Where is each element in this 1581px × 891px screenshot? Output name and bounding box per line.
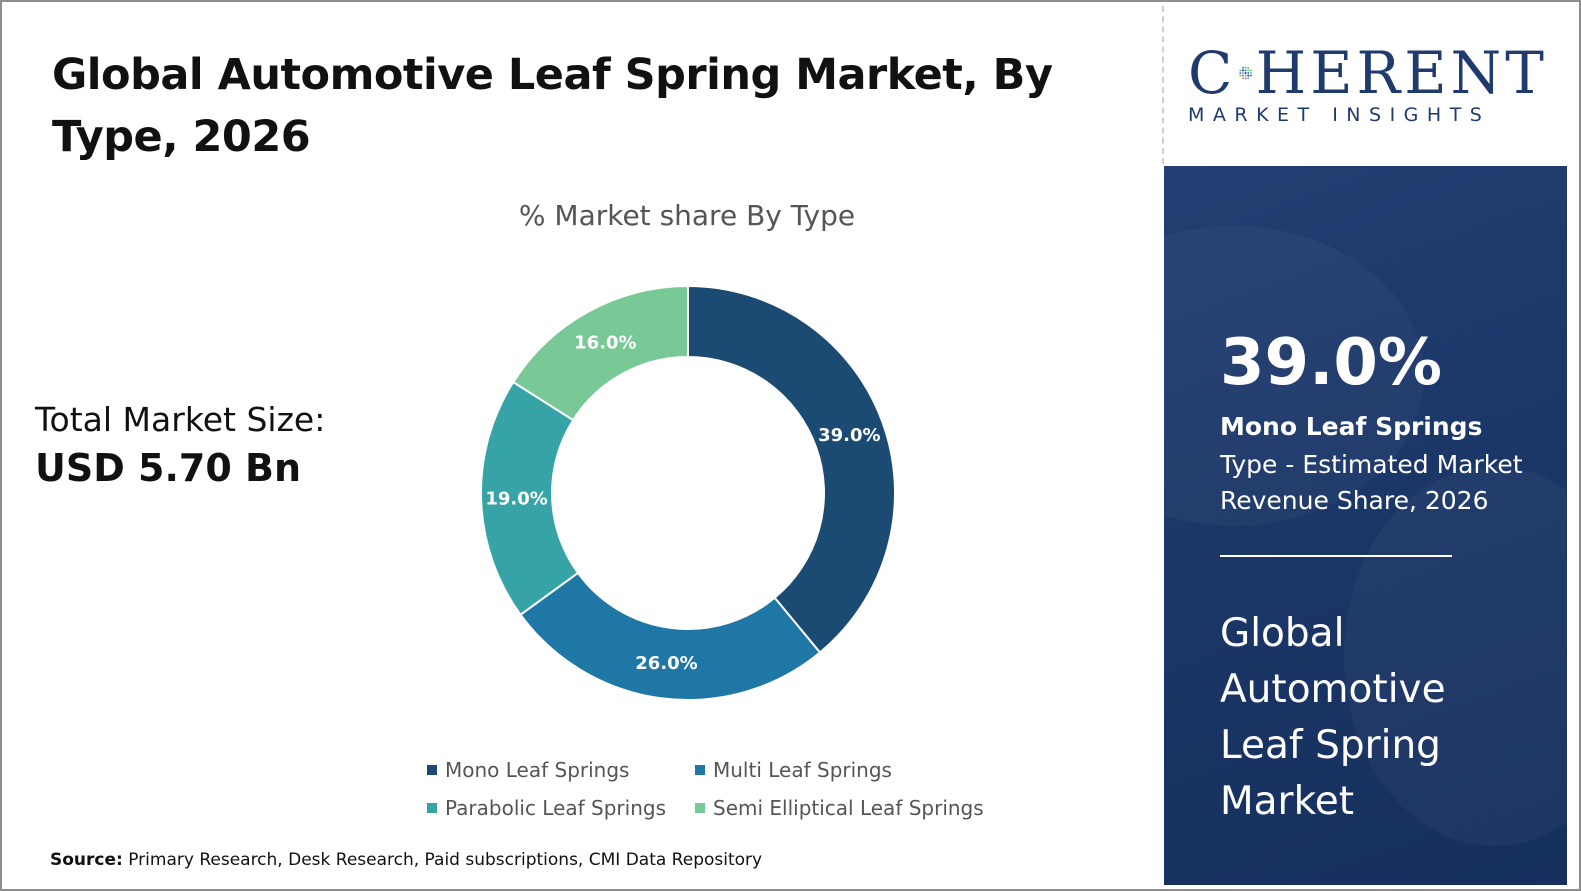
logo-dot [1247, 66, 1250, 69]
logo-dot [1245, 66, 1248, 69]
panel-divider [1220, 555, 1452, 557]
source-note: Source: Primary Research, Desk Research,… [50, 850, 762, 870]
market-size-value: USD 5.70 Bn [35, 446, 301, 490]
legend-label: Mono Leaf Springs [445, 758, 630, 782]
donut-slice-label: 16.0% [574, 333, 636, 354]
logo-dot [1250, 74, 1253, 77]
legend-label: Multi Leaf Springs [713, 758, 892, 782]
logo-dot [1242, 72, 1245, 74]
logo-dot [1250, 72, 1253, 74]
company-logo: C HERENT MARKET INSIGHTS [1188, 42, 1548, 126]
logo-letter-c: C [1188, 39, 1237, 107]
market-size-label: Total Market Size: [35, 400, 326, 439]
highlight-stat-description: Type - Estimated Market Revenue Share, 2… [1220, 450, 1523, 515]
logo-dot [1247, 72, 1250, 74]
logo-dot [1247, 74, 1250, 77]
legend-label: Semi Elliptical Leaf Springs [713, 796, 984, 820]
donut-slice [519, 571, 822, 701]
logo-dot [1245, 74, 1248, 77]
highlight-stat: 39.0% [1220, 326, 1443, 400]
donut-slice [511, 284, 689, 422]
legend-item: Mono Leaf Springs [427, 758, 629, 782]
page-title: Global Automotive Leaf Spring Market, By… [52, 50, 1053, 162]
logo-dot [1250, 69, 1253, 72]
dot-grid-logo-icon [1239, 66, 1253, 80]
logo-letters-herent: HERENT [1255, 39, 1548, 107]
source-text: Primary Research, Desk Research, Paid su… [122, 850, 763, 870]
donut-slice-label: 19.0% [485, 488, 547, 509]
logo-dot [1245, 69, 1248, 72]
highlight-panel: 39.0% Mono Leaf Springs Type - Estimated… [1164, 166, 1567, 885]
logo-dot [1242, 69, 1245, 72]
logo-dot [1247, 69, 1250, 72]
legend-swatch [695, 765, 705, 775]
donut-chart: 39.0% 26.0% 19.0% 16.0% [480, 284, 896, 701]
legend-label: Parabolic Leaf Springs [445, 796, 667, 820]
donut-slice-label: 39.0% [818, 425, 880, 446]
legend-swatch [427, 803, 437, 813]
logo-tagline: MARKET INSIGHTS [1188, 104, 1491, 126]
donut-slice-label: 26.0% [635, 653, 697, 674]
chart-title: % Market share By Type [518, 199, 856, 232]
logo-dot [1245, 72, 1248, 74]
legend-item: Semi Elliptical Leaf Springs [695, 796, 984, 820]
legend-swatch [695, 803, 705, 813]
logo-dot [1242, 77, 1245, 80]
logo-dot [1239, 69, 1242, 72]
logo-dot [1247, 77, 1250, 80]
legend-item: Parabolic Leaf Springs [427, 796, 666, 820]
legend-item: Multi Leaf Springs [695, 758, 892, 782]
logo-dot [1239, 72, 1242, 74]
logo-dot [1239, 74, 1242, 77]
logo-dot [1242, 66, 1245, 69]
highlight-stat-label: Mono Leaf Springs [1220, 412, 1483, 441]
legend-swatch [427, 765, 437, 775]
logo-dot [1245, 77, 1248, 80]
logo-dot [1242, 74, 1245, 77]
logo-wordmark: C HERENT [1188, 42, 1548, 104]
source-label: Source: [50, 850, 123, 870]
header-divider [1162, 6, 1164, 164]
donut-slice [687, 284, 896, 654]
panel-heading: Global Automotive Leaf Spring Market [1220, 611, 1446, 824]
